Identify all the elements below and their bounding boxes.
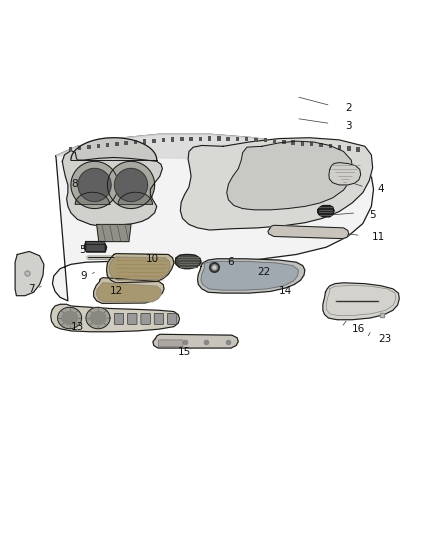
FancyBboxPatch shape bbox=[134, 140, 137, 144]
Polygon shape bbox=[51, 304, 180, 332]
Polygon shape bbox=[78, 168, 111, 201]
FancyBboxPatch shape bbox=[114, 313, 124, 325]
Text: 7: 7 bbox=[28, 284, 35, 294]
FancyBboxPatch shape bbox=[319, 143, 323, 148]
Text: 9: 9 bbox=[81, 271, 88, 281]
Polygon shape bbox=[53, 134, 374, 301]
FancyBboxPatch shape bbox=[347, 147, 350, 151]
Polygon shape bbox=[201, 261, 298, 290]
Text: 4: 4 bbox=[378, 184, 385, 194]
FancyBboxPatch shape bbox=[254, 138, 258, 142]
FancyBboxPatch shape bbox=[78, 146, 81, 150]
Polygon shape bbox=[153, 334, 238, 348]
Polygon shape bbox=[227, 141, 353, 210]
FancyBboxPatch shape bbox=[167, 313, 177, 325]
FancyBboxPatch shape bbox=[264, 138, 267, 142]
FancyBboxPatch shape bbox=[171, 138, 174, 142]
Polygon shape bbox=[75, 192, 110, 204]
Polygon shape bbox=[109, 257, 170, 280]
Polygon shape bbox=[56, 134, 371, 176]
Text: 16: 16 bbox=[352, 324, 365, 334]
FancyBboxPatch shape bbox=[245, 137, 248, 141]
FancyBboxPatch shape bbox=[97, 144, 100, 148]
Polygon shape bbox=[62, 312, 78, 325]
Polygon shape bbox=[58, 308, 81, 329]
FancyBboxPatch shape bbox=[115, 142, 119, 146]
FancyBboxPatch shape bbox=[301, 141, 304, 146]
Polygon shape bbox=[86, 308, 110, 329]
Polygon shape bbox=[62, 151, 162, 228]
Text: 3: 3 bbox=[346, 120, 352, 131]
Polygon shape bbox=[118, 192, 152, 204]
FancyBboxPatch shape bbox=[124, 141, 128, 145]
Polygon shape bbox=[329, 163, 360, 185]
FancyBboxPatch shape bbox=[291, 140, 295, 144]
Polygon shape bbox=[90, 312, 106, 325]
FancyBboxPatch shape bbox=[159, 340, 183, 347]
Text: 12: 12 bbox=[110, 286, 123, 295]
Text: 8: 8 bbox=[71, 179, 78, 189]
FancyBboxPatch shape bbox=[226, 136, 230, 141]
Polygon shape bbox=[71, 138, 157, 160]
FancyBboxPatch shape bbox=[180, 137, 184, 141]
Text: 22: 22 bbox=[258, 266, 271, 277]
Polygon shape bbox=[106, 254, 174, 283]
FancyBboxPatch shape bbox=[273, 139, 276, 143]
FancyBboxPatch shape bbox=[328, 144, 332, 149]
Text: 10: 10 bbox=[146, 254, 159, 264]
Text: 14: 14 bbox=[279, 286, 292, 296]
Polygon shape bbox=[268, 225, 349, 239]
FancyBboxPatch shape bbox=[338, 146, 341, 150]
Text: 6: 6 bbox=[228, 257, 234, 267]
FancyBboxPatch shape bbox=[282, 140, 286, 144]
FancyBboxPatch shape bbox=[152, 139, 155, 143]
FancyBboxPatch shape bbox=[199, 136, 202, 141]
FancyBboxPatch shape bbox=[208, 136, 212, 141]
FancyBboxPatch shape bbox=[69, 147, 72, 151]
Polygon shape bbox=[97, 283, 161, 302]
Text: 5: 5 bbox=[369, 210, 376, 220]
Polygon shape bbox=[198, 259, 305, 293]
FancyBboxPatch shape bbox=[236, 137, 239, 141]
Text: 2: 2 bbox=[346, 103, 352, 112]
Polygon shape bbox=[71, 161, 118, 208]
FancyBboxPatch shape bbox=[189, 137, 193, 141]
FancyBboxPatch shape bbox=[154, 313, 164, 325]
FancyBboxPatch shape bbox=[217, 136, 221, 141]
Polygon shape bbox=[323, 283, 399, 320]
Polygon shape bbox=[15, 252, 44, 296]
FancyBboxPatch shape bbox=[106, 143, 110, 147]
FancyBboxPatch shape bbox=[87, 145, 91, 149]
FancyBboxPatch shape bbox=[143, 139, 146, 143]
Text: 15: 15 bbox=[178, 348, 191, 357]
FancyBboxPatch shape bbox=[357, 148, 360, 152]
Polygon shape bbox=[94, 278, 164, 303]
Text: 23: 23 bbox=[378, 335, 391, 344]
FancyBboxPatch shape bbox=[127, 313, 137, 325]
Polygon shape bbox=[107, 161, 155, 208]
Polygon shape bbox=[114, 168, 148, 201]
Text: 5: 5 bbox=[79, 245, 86, 255]
FancyBboxPatch shape bbox=[141, 313, 150, 325]
Text: 13: 13 bbox=[71, 322, 84, 333]
Polygon shape bbox=[84, 241, 106, 252]
FancyBboxPatch shape bbox=[310, 142, 314, 147]
FancyBboxPatch shape bbox=[162, 138, 165, 142]
Polygon shape bbox=[318, 206, 334, 217]
Polygon shape bbox=[175, 254, 201, 269]
Polygon shape bbox=[97, 224, 131, 241]
Polygon shape bbox=[180, 138, 373, 230]
Text: 11: 11 bbox=[371, 232, 385, 243]
